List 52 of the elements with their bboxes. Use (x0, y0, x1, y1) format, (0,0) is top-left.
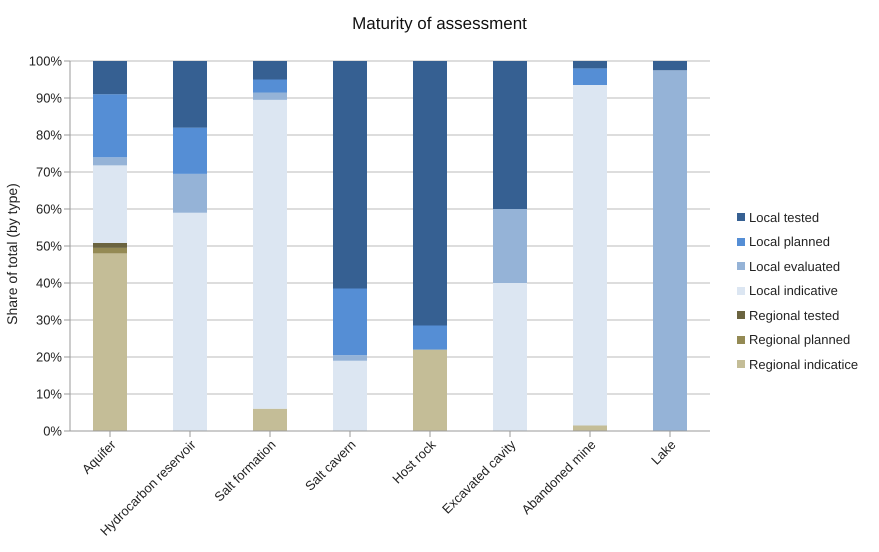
bar (493, 283, 527, 431)
y-tick-label: 100% (28, 54, 62, 69)
bar (253, 408, 287, 431)
bar (93, 243, 127, 248)
y-tick-label: 70% (36, 164, 62, 180)
bar (573, 61, 607, 68)
bar (93, 253, 127, 431)
bar (173, 212, 207, 431)
y-axis-title: Share of total (by type) (4, 182, 20, 327)
y-tick-label: 0% (43, 424, 62, 439)
bar (333, 288, 367, 356)
legend-label: Local indicative (749, 283, 838, 298)
bar (173, 174, 207, 213)
legend-label: Regional indicatice (749, 356, 858, 372)
bar (253, 100, 287, 409)
bar (253, 80, 287, 92)
y-tick-label: 90% (36, 90, 62, 106)
bar (93, 94, 127, 158)
legend-label: Local planned (749, 234, 830, 250)
bar (653, 70, 687, 431)
bar (493, 61, 527, 209)
bar (413, 350, 447, 431)
chart-title: Maturity of assessment (351, 14, 528, 34)
bar (253, 61, 287, 80)
bar (573, 85, 607, 426)
y-tick-label: 60% (36, 202, 62, 217)
bar (573, 68, 607, 86)
bar (413, 61, 447, 326)
bar (333, 360, 367, 431)
bar (253, 92, 287, 100)
bar (173, 61, 207, 128)
bar (493, 209, 527, 283)
bar (93, 61, 127, 94)
legend-label: Regional tested (749, 308, 840, 323)
bar (93, 248, 127, 254)
y-tick-label: 80% (36, 128, 62, 143)
bar (93, 165, 127, 244)
bar (173, 128, 207, 174)
y-tick-label: 10% (36, 386, 62, 402)
y-tick-label: 40% (36, 276, 62, 291)
bar (413, 326, 447, 350)
legend-label: Local evaluated (749, 258, 840, 274)
bar (573, 425, 607, 431)
y-tick-label: 20% (36, 350, 62, 365)
y-tick-label: 30% (36, 312, 62, 328)
legend-label: Local tested (749, 210, 820, 225)
legend-label: Regional planned (749, 332, 850, 348)
bar (93, 157, 127, 166)
y-tick-label: 50% (36, 238, 62, 254)
bar (333, 355, 367, 361)
bar (333, 61, 367, 289)
bar (653, 61, 687, 70)
